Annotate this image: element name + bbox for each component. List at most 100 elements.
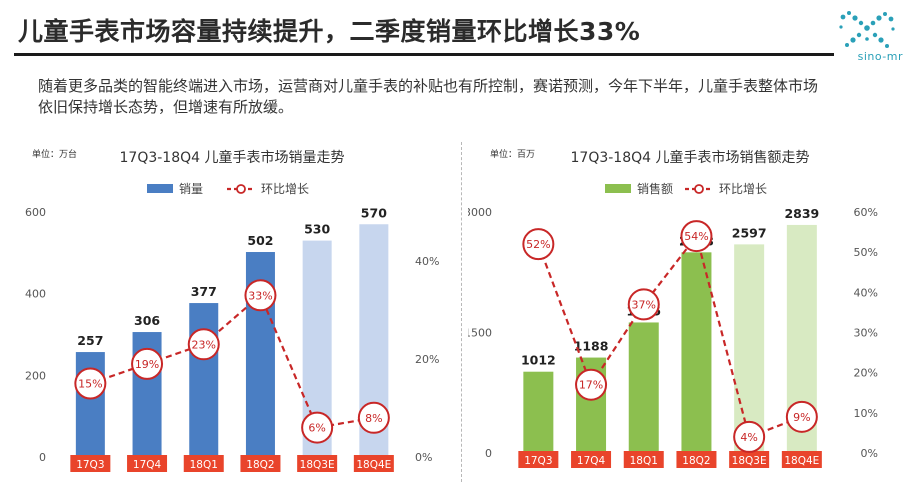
growth-label: 23% [192,338,216,351]
category-label-bg [623,451,664,468]
sino-mr-logo-icon [839,11,895,48]
category-label: 17Q3 [76,459,104,471]
bar-value-label: 306 [134,313,160,328]
growth-point [733,420,766,453]
growth-point [627,288,660,321]
growth-point [301,411,334,444]
category-label-bg [127,455,168,472]
growth-point [680,220,713,253]
legend-bar-swatch [605,184,631,193]
category-label: 17Q4 [577,455,606,467]
legend-line-marker [694,184,704,194]
growth-label: 6% [308,422,325,435]
category-label: 18Q3E [300,459,335,471]
legend-line-marker [236,184,246,194]
growth-point [357,401,390,434]
legend-bar-label: 销售额 [637,181,673,196]
y-tick-left: 200 [25,369,46,382]
page-title: 儿童手表市场容量持续提升，二季度销量环比增长33% [18,17,641,46]
growth-label: 4% [740,431,757,444]
bar-value-label: 2597 [732,225,767,240]
y-tick-left: 600 [25,206,46,219]
category-label: 17Q4 [133,459,162,471]
growth-point [74,367,107,400]
bar-value-label: 570 [361,205,387,220]
chart-title: 17Q3-18Q4 儿童手表市场销量走势 [120,149,345,166]
category-label-bg [571,451,612,468]
y-tick-right: 60% [854,206,878,219]
growth-line [537,233,803,439]
logo-text: sino-mr [857,50,903,63]
y-tick-right: 20% [415,353,439,366]
category-label: 17Q3 [524,455,552,467]
growth-point [575,368,608,401]
growth-point [244,279,277,312]
unit-label: 单位：百万 [490,148,535,160]
y-tick-left: 0 [39,451,46,464]
bar-value-label: 377 [191,284,217,299]
y-tick-right: 30% [854,327,878,340]
bar-18Q1 [628,322,659,453]
bar-17Q3 [523,371,554,453]
category-label-bg [297,455,338,472]
growth-label: 9% [793,411,810,424]
chart-title: 17Q3-18Q4 儿童手表市场销售额走势 [571,149,810,166]
legend-line-label: 环比增长 [261,182,309,196]
legend-bar-label: 销量 [179,182,203,196]
category-label-bg [183,455,224,472]
y-tick-left: 400 [25,288,46,301]
bar-value-label: 2839 [784,206,819,221]
bar-value-label: 257 [77,333,103,348]
y-tick-left: 0 [485,447,492,460]
growth-point [785,400,818,433]
y-tick-right: 0% [861,447,878,460]
growth-label: 17% [579,379,603,392]
category-label: 18Q1 [630,455,658,467]
growth-label: 19% [135,358,159,371]
category-label-bg [781,451,822,468]
category-label-bg [729,451,770,468]
y-tick-left: 3000 [468,206,492,219]
category-label-bg [676,451,717,468]
category-label-bg [240,455,281,472]
bar-value-label: 1012 [521,353,556,368]
legend-bar-swatch [147,184,173,193]
unit-label: 单位：万台 [32,148,77,160]
bar-value-label: 530 [304,222,330,237]
category-label: 18Q2 [682,455,710,467]
growth-point [522,228,555,261]
chart-divider [461,142,462,482]
category-label: 18Q2 [246,459,274,471]
title-underline [14,53,834,56]
growth-label: 37% [632,298,656,311]
y-tick-right: 40% [854,286,878,299]
growth-label: 54% [684,230,708,243]
legend-line-label: 环比增长 [719,182,767,196]
category-label: 18Q4E [784,455,819,467]
category-label: 18Q4E [356,459,391,471]
category-label: 18Q1 [190,459,218,471]
growth-point [187,328,220,361]
y-tick-right: 20% [854,367,878,380]
growth-label: 15% [78,378,102,391]
bar-value-label: 1188 [574,339,609,354]
category-label-bg [70,455,111,472]
bar-18Q2 [681,252,712,453]
bar-18Q3E [734,244,765,453]
category-label-bg [518,451,559,468]
category-label: 18Q3E [732,455,767,467]
y-tick-right: 10% [854,407,878,420]
growth-point [131,347,164,380]
bar-18Q1 [189,303,219,457]
growth-label: 8% [365,412,382,425]
growth-label: 33% [248,289,272,302]
y-tick-left: 1500 [468,327,492,340]
description-paragraph: 随着更多品类的智能终端进入市场，运营商对儿童手表的补贴也有所控制，赛诺预测，今年… [38,77,819,116]
category-label-bg [353,455,394,472]
y-tick-right: 0% [415,451,432,464]
bar-value-label: 502 [247,233,273,248]
y-tick-right: 50% [854,246,878,259]
growth-label: 52% [526,238,550,251]
